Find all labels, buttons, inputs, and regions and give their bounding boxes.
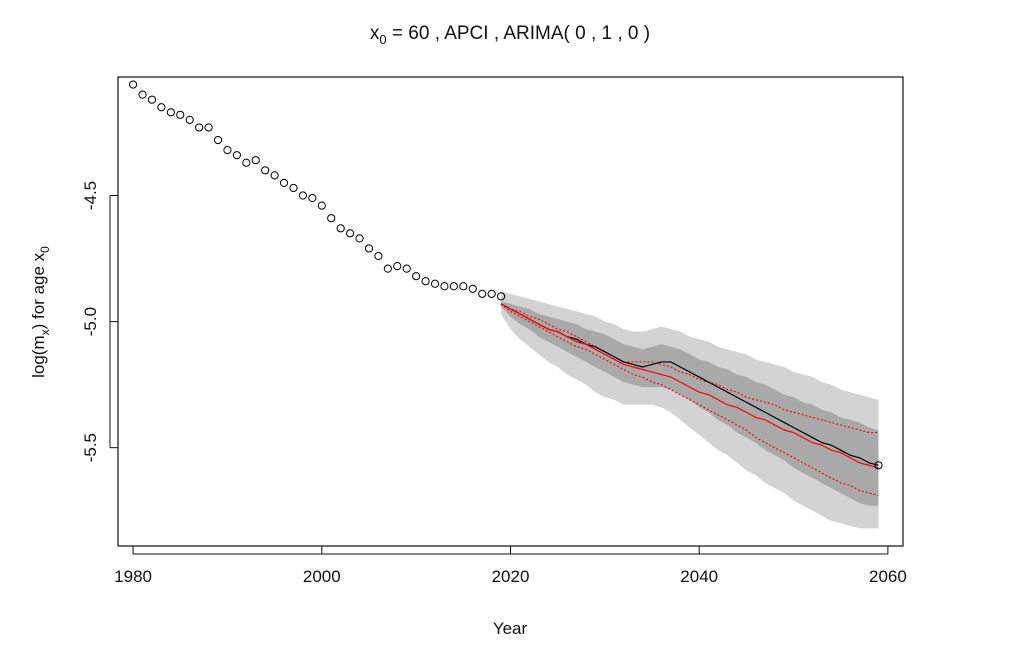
observed-point [459, 282, 468, 291]
observed-point [157, 103, 166, 112]
observed-point [336, 224, 345, 233]
observed-point [430, 279, 440, 288]
observed-point [176, 110, 185, 119]
red-dotted-lower-line [500, 303, 879, 497]
observed-point [383, 264, 392, 273]
x-axis-title: Year [493, 619, 528, 638]
x-tick-label: 1980 [114, 567, 152, 586]
observed-points [129, 80, 883, 470]
confidence-bands [501, 291, 879, 529]
observed-point [232, 151, 241, 160]
observed-point [270, 171, 279, 180]
observed-point [421, 277, 430, 286]
title-prefix-subscript: 0 [379, 32, 386, 47]
observed-point [279, 178, 289, 187]
y-tick-label: -5.0 [81, 307, 100, 336]
observed-point [317, 201, 326, 210]
forecast-end-point [874, 461, 883, 470]
observed-point [402, 264, 411, 273]
observed-point [138, 90, 147, 99]
observed-point [195, 123, 204, 132]
x-axis: 1980 2000 2020 2040 2060 [114, 546, 907, 586]
y-title-part1: log(m [29, 335, 48, 378]
observed-point [289, 183, 298, 193]
observed-point [355, 234, 364, 243]
observed-point [223, 146, 232, 155]
observed-point [468, 284, 477, 293]
observed-point [166, 108, 175, 117]
y-tick-label: -4.5 [81, 181, 100, 210]
observed-point [440, 282, 449, 291]
observed-point [496, 292, 506, 301]
observed-point [393, 262, 402, 271]
x-tick-label: 2060 [869, 567, 907, 586]
observed-point [449, 282, 458, 291]
y-tick-label: -5.5 [81, 433, 100, 462]
observed-point [129, 80, 138, 89]
observed-point [412, 272, 421, 281]
observed-point [298, 191, 308, 200]
x-tick-label: 2000 [303, 567, 341, 586]
observed-point [213, 135, 223, 145]
y-title-part2: ) for age x [29, 252, 48, 329]
y-title-part2-subscript: 0 [38, 246, 52, 253]
observed-point [346, 229, 355, 238]
inner-confidence-band [501, 301, 879, 506]
observed-point [251, 156, 260, 165]
observed-point [478, 289, 487, 298]
observed-point [242, 158, 251, 167]
x-tick-label: 2020 [492, 567, 530, 586]
observed-point [327, 214, 336, 223]
observed-point [261, 166, 270, 175]
chart-title: x0 = 60 , APCI , ARIMA( 0 , 1 , 0 ) [370, 23, 650, 47]
observed-point [487, 289, 496, 298]
observed-point [185, 115, 194, 124]
forecast-lines [500, 303, 879, 497]
y-axis-title: log(mx) for age x0 [29, 246, 52, 378]
title-rest: = 60 , APCI , ARIMA( 0 , 1 , 0 ) [387, 23, 650, 44]
forecast-red-line [500, 303, 879, 469]
title-prefix: x [370, 23, 380, 44]
observed-point [374, 251, 383, 261]
red-dotted-upper-line [500, 303, 879, 434]
observed-point [204, 123, 213, 132]
y-title-part1-subscript: x [38, 329, 52, 335]
observed-point [147, 95, 157, 104]
observed-point [308, 193, 317, 203]
y-axis: -4.5 -5.0 -5.5 [81, 181, 118, 462]
x-tick-label: 2040 [680, 567, 718, 586]
observed-point [364, 244, 374, 253]
